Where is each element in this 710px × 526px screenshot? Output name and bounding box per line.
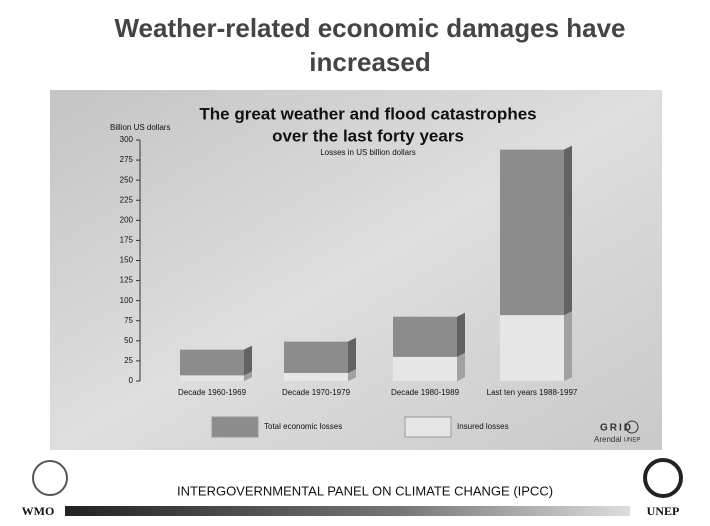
bar-side bbox=[564, 311, 572, 381]
footer-text: INTERGOVERNMENTAL PANEL ON CLIMATE CHANG… bbox=[177, 483, 553, 498]
x-tick-label: Decade 1970-1979 bbox=[282, 388, 351, 397]
bar bbox=[180, 375, 244, 381]
logo-text: UNEP bbox=[624, 438, 641, 444]
legend-swatch bbox=[211, 416, 259, 438]
bar-side bbox=[457, 352, 465, 381]
footer-bar bbox=[65, 506, 630, 516]
y-tick-label: 0 bbox=[129, 376, 134, 385]
logo-text: GRID bbox=[600, 423, 633, 434]
x-tick-label: Decade 1980-1989 bbox=[391, 388, 460, 397]
y-tick-label: 200 bbox=[120, 215, 134, 224]
bar-side bbox=[244, 371, 252, 381]
unep-emblem bbox=[643, 458, 683, 498]
bar-side bbox=[348, 368, 356, 381]
bar-side bbox=[244, 345, 252, 381]
bar bbox=[393, 356, 457, 381]
y-tick-label: 75 bbox=[124, 316, 133, 325]
y-tick-label: 250 bbox=[120, 175, 134, 184]
y-tick-label: 100 bbox=[120, 296, 134, 305]
logo-icon bbox=[625, 420, 639, 434]
chart-title: over the last forty years bbox=[272, 126, 464, 145]
y-tick-label: 150 bbox=[120, 256, 134, 265]
slide-title: increased bbox=[309, 47, 430, 77]
chart-subtitle: Losses in US billion dollars bbox=[320, 148, 416, 157]
bar bbox=[500, 315, 564, 381]
legend-label: Insured losses bbox=[457, 422, 509, 431]
footer-logo: UNEP bbox=[647, 504, 680, 518]
y-tick-label: 175 bbox=[120, 236, 134, 245]
y-tick-label: 225 bbox=[120, 195, 134, 204]
x-tick-label: Decade 1960-1969 bbox=[178, 388, 247, 397]
logo-text: Arendal bbox=[594, 435, 622, 444]
footer-logo: WMO bbox=[22, 504, 55, 518]
legend-label: Total economic losses bbox=[264, 422, 342, 431]
wmo-emblem bbox=[32, 460, 68, 496]
y-axis-label: Billion US dollars bbox=[110, 123, 170, 132]
chart-title: The great weather and flood catastrophes bbox=[199, 104, 536, 123]
y-tick-label: 300 bbox=[120, 135, 134, 144]
legend-swatch bbox=[404, 416, 452, 438]
y-tick-label: 50 bbox=[124, 336, 133, 345]
slide-title: Weather-related economic damages have bbox=[114, 13, 625, 43]
x-tick-label: Last ten years 1988-1997 bbox=[487, 388, 578, 397]
y-tick-label: 25 bbox=[124, 356, 133, 365]
y-tick-label: 275 bbox=[120, 155, 134, 164]
y-tick-label: 125 bbox=[120, 276, 134, 285]
bar bbox=[284, 372, 348, 381]
